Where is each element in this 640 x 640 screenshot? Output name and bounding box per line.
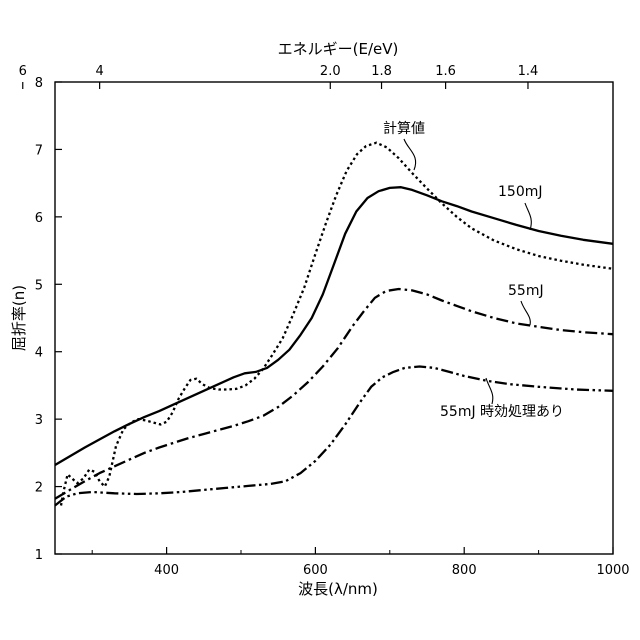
annotation-150mj: 150mJ bbox=[498, 184, 543, 200]
x-tick-label: 400 bbox=[154, 563, 179, 578]
top-tick-label: 1.6 bbox=[435, 64, 456, 79]
annotation-55mj: 55mJ bbox=[508, 283, 544, 299]
top-axis-title: エネルギー(E/eV) bbox=[278, 40, 399, 58]
y-tick-label: 4 bbox=[35, 346, 43, 361]
top-tick-label: 6 bbox=[19, 64, 27, 79]
top-tick-label: 1.4 bbox=[518, 64, 539, 79]
annotation-55mj-aged: 55mJ 時効処理あり bbox=[440, 404, 564, 420]
y-tick-label: 6 bbox=[35, 211, 43, 226]
y-tick-label: 7 bbox=[35, 143, 43, 158]
y-tick-label: 3 bbox=[35, 413, 43, 428]
top-tick-label: 1.8 bbox=[371, 64, 392, 79]
y-tick-label: 1 bbox=[35, 548, 43, 563]
top-tick-label: 4 bbox=[95, 64, 103, 79]
annotation-calculated: 計算値 bbox=[383, 121, 425, 137]
x-tick-label: 1000 bbox=[596, 563, 629, 578]
y-tick-label: 8 bbox=[35, 76, 43, 91]
x-axis-title: 波長(λ/nm) bbox=[298, 580, 378, 598]
top-tick-label: 2.0 bbox=[320, 64, 341, 79]
x-tick-label: 800 bbox=[452, 563, 477, 578]
y-tick-label: 5 bbox=[35, 278, 43, 293]
y-axis-title: 屈折率(n) bbox=[10, 285, 28, 351]
y-tick-label: 2 bbox=[35, 481, 43, 496]
x-tick-label: 600 bbox=[303, 563, 328, 578]
